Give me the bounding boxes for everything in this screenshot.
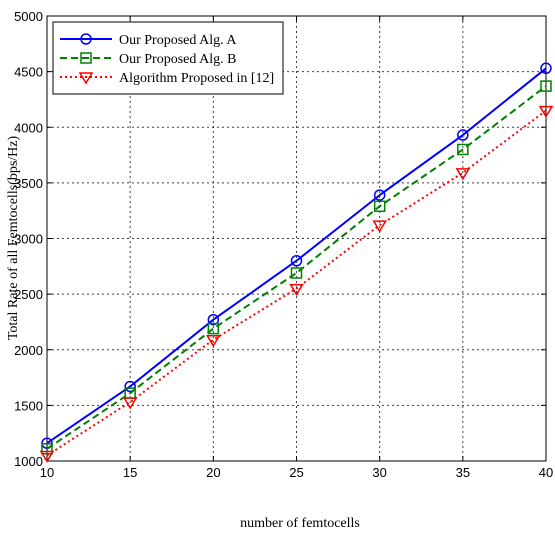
y-tick-label: 1000 [14, 454, 43, 469]
series-1-point [207, 313, 220, 326]
series-1-point [457, 129, 469, 141]
series-3-point [289, 283, 304, 297]
series-1-point [124, 380, 136, 393]
x-tick-label: 30 [372, 465, 386, 480]
series-group [39, 62, 554, 463]
series-2-point [457, 143, 469, 156]
y-tick-label: 5000 [14, 9, 43, 24]
series-3-point [122, 397, 138, 410]
legend: Our Proposed Alg. A Our Proposed Alg. B Al… [52, 21, 284, 95]
x-tick-label: 20 [206, 465, 220, 480]
series-2-line [46, 85, 547, 450]
series-2-point [373, 200, 386, 212]
legend-marker [80, 52, 92, 64]
series-2-point [207, 322, 220, 335]
y-tick-label: 4000 [14, 120, 43, 135]
x-tick-label: 40 [539, 465, 553, 480]
y-tick-label: 3500 [14, 176, 43, 191]
legend-marker [78, 72, 94, 85]
series-3-point [538, 105, 554, 119]
series-2-point [290, 267, 303, 279]
legend-marker [80, 33, 92, 45]
series-2-point [540, 80, 552, 92]
x-axis-label: number of femtocells [240, 516, 360, 531]
legend-entry-label: Our Proposed Alg. B [119, 52, 236, 67]
series-3-line [46, 109, 547, 457]
y-tick-label: 4500 [14, 65, 43, 80]
series-3 [39, 105, 554, 463]
series-1-point [373, 189, 386, 201]
axis-ticks: 10 15 20 25 30 35 40 1000 1500 2000 2500 3000 3500 40… [14, 9, 553, 480]
y-tick-label: 2500 [14, 287, 43, 302]
series-1-line [46, 67, 547, 445]
series-3-point [39, 450, 55, 463]
legend-entry-label: Algorithm Proposed in [12] [119, 71, 274, 86]
x-tick-label: 25 [289, 465, 303, 480]
series-3-point [206, 334, 221, 348]
series-2-point [41, 443, 53, 455]
series-3-point [455, 168, 471, 181]
y-tick-label: 1500 [14, 398, 43, 413]
y-tick-label: 3000 [14, 232, 43, 247]
x-tick-label: 10 [40, 465, 54, 480]
series-1-point [540, 62, 552, 75]
y-tick-label: 2000 [14, 343, 43, 358]
series-3-point [372, 220, 387, 233]
x-tick-label: 15 [123, 465, 137, 480]
x-tick-label: 35 [456, 465, 470, 480]
y-axis-label: Total Rate of all Femtocells(bps/Hz) [6, 136, 21, 341]
legend-entry-label: Our Proposed Alg. A [119, 33, 237, 48]
series-1-point [290, 255, 303, 267]
series-2 [41, 80, 552, 455]
